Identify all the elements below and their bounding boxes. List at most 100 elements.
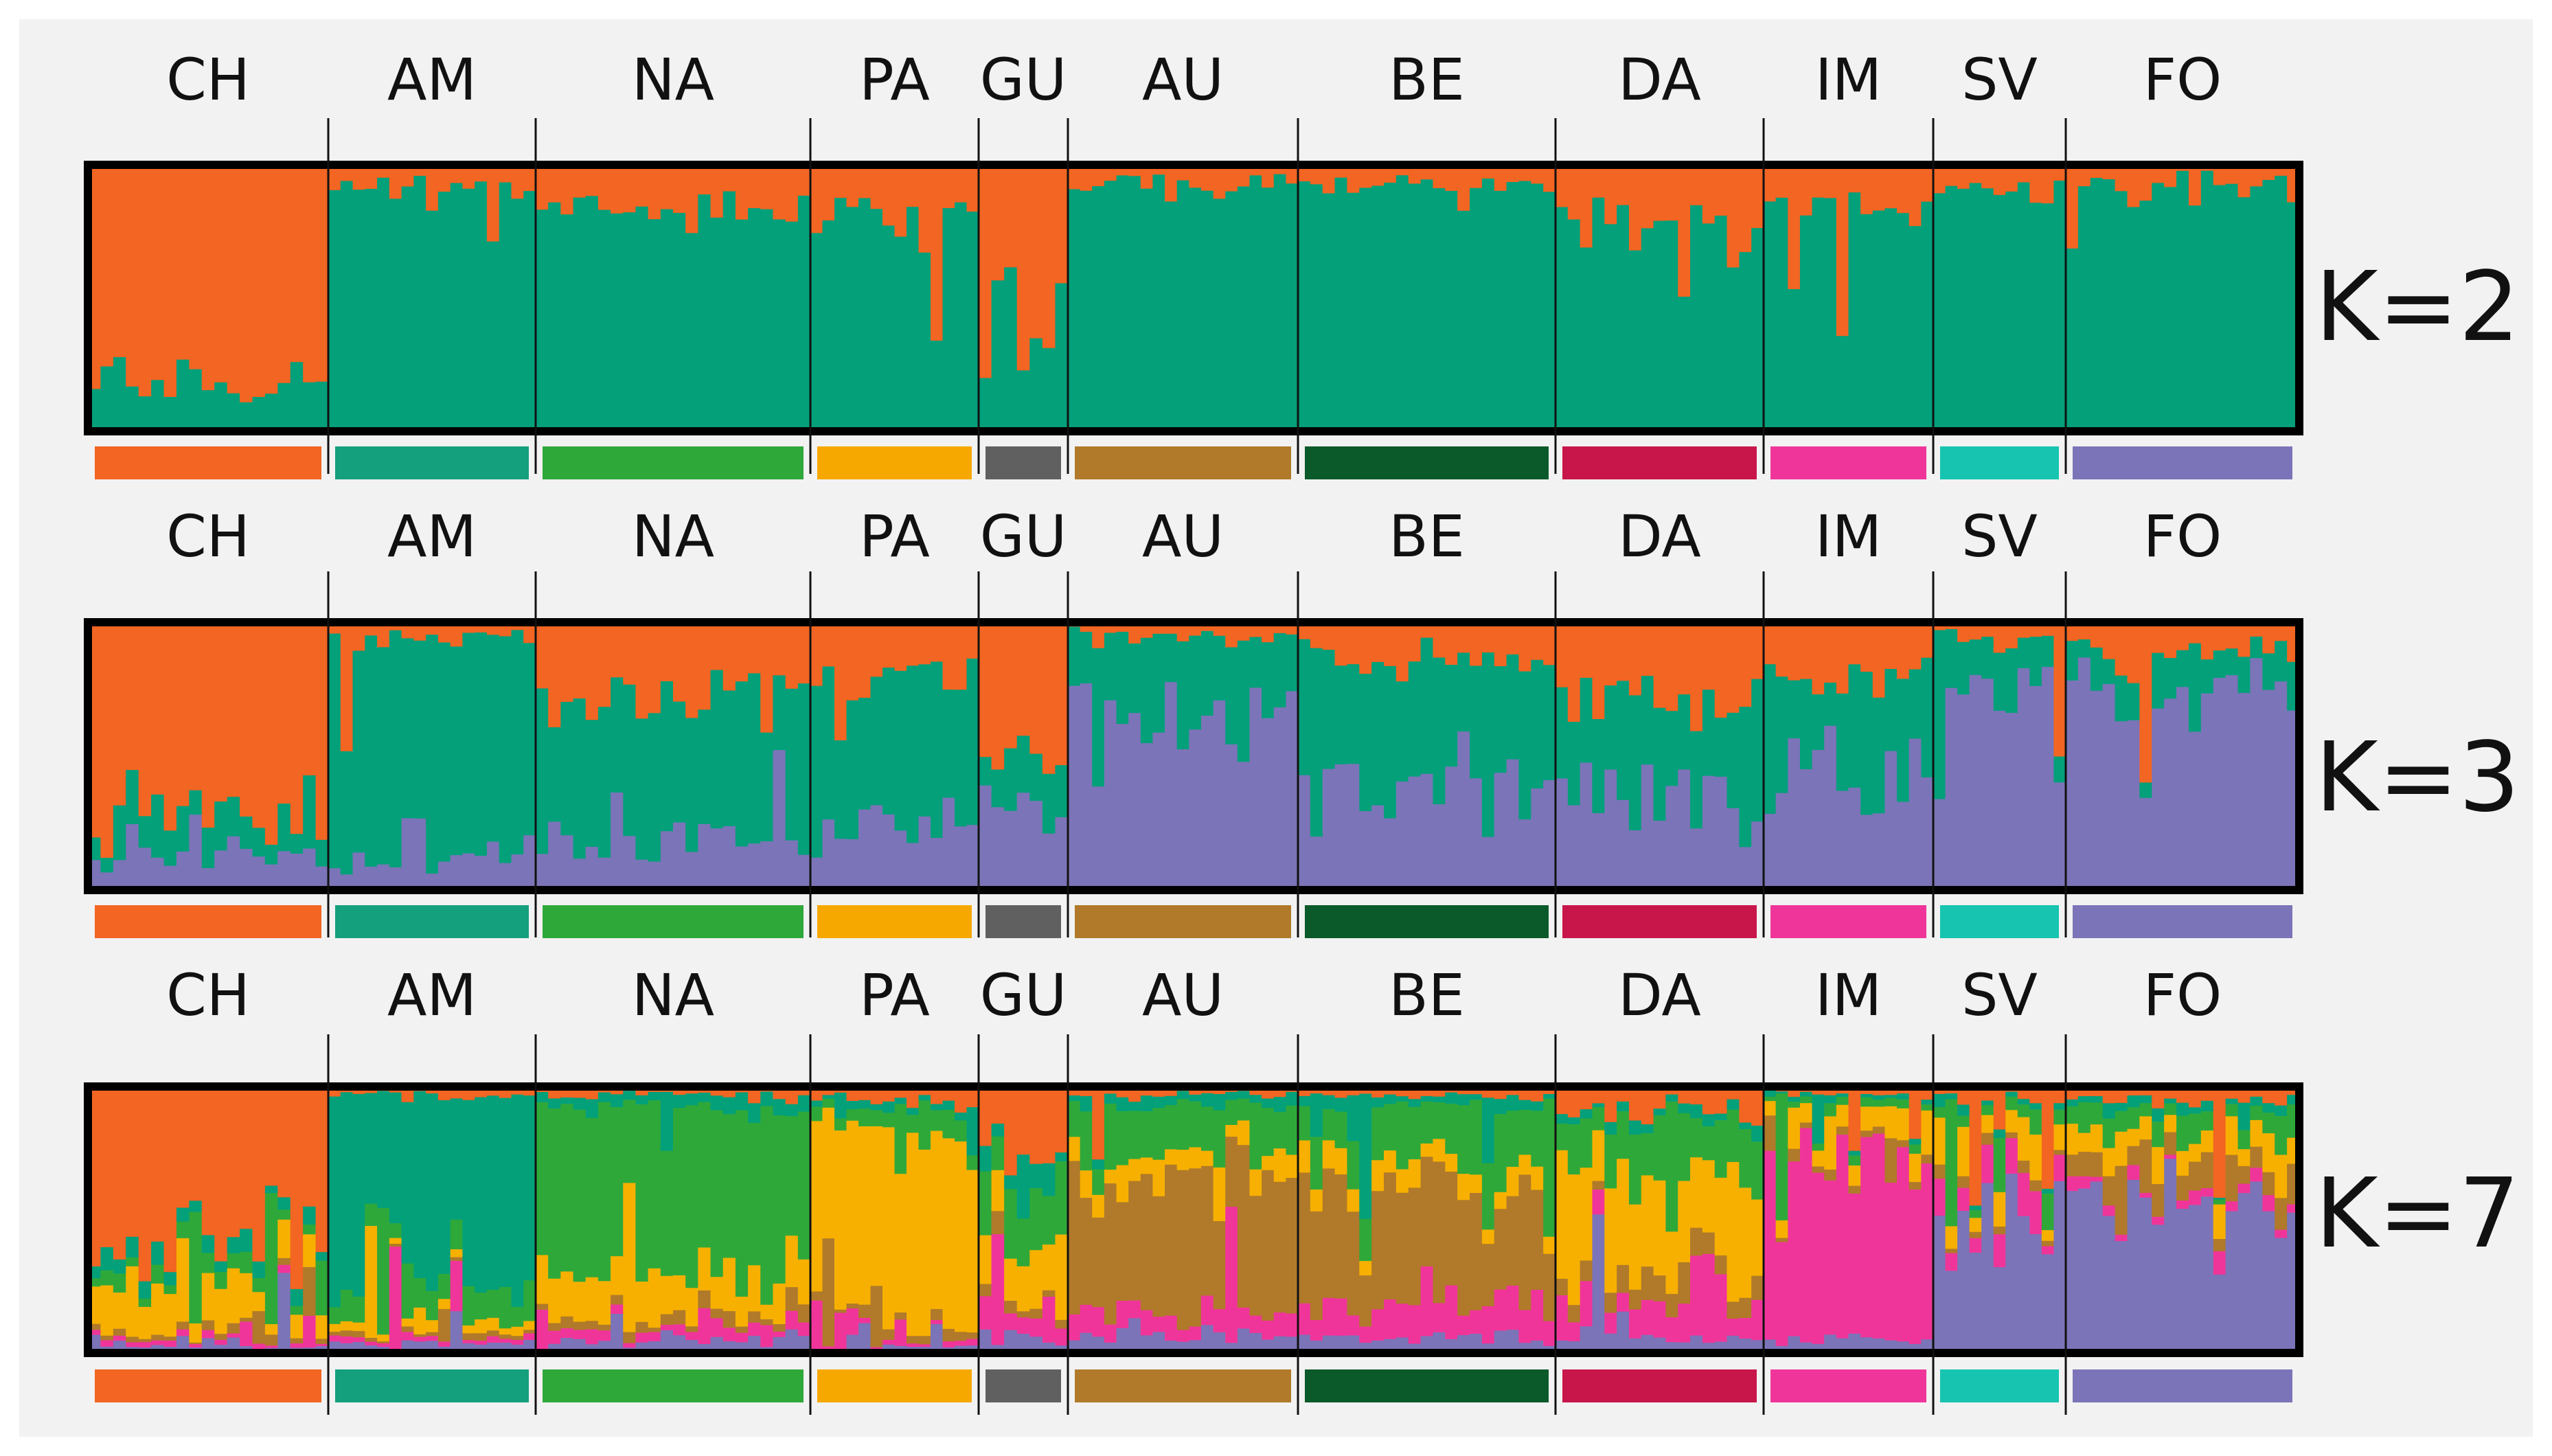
population-label-da: DA (1618, 503, 1701, 570)
admixture-bar-segment (1641, 1266, 1654, 1301)
admixture-bar-segment (882, 225, 896, 432)
admixture-bar-segment (907, 1087, 920, 1108)
admixture-bar-segment (1298, 1106, 1311, 1141)
admixture-bar-segment (1104, 633, 1117, 701)
admixture-bar-segment (931, 1087, 944, 1104)
admixture-bar-segment (1470, 1193, 1483, 1311)
admixture-bar-segment (1080, 1111, 1093, 1171)
admixture-bar-segment (1824, 1103, 1837, 1117)
admixture-bar-segment (1580, 1109, 1593, 1119)
admixture-bar-segment (1237, 165, 1251, 187)
admixture-bar-segment (597, 857, 611, 891)
admixture-bar-segment (1567, 805, 1581, 891)
admixture-bar-segment (1739, 1122, 1752, 1130)
admixture-bar-segment (858, 1126, 871, 1306)
admixture-bar-segment (1592, 1130, 1605, 1181)
admixture-bar-segment (1470, 1094, 1483, 1100)
admixture-bar-segment (1445, 766, 1458, 891)
admixture-bar-segment (1371, 661, 1385, 806)
admixture-bar-segment (151, 1283, 165, 1335)
admixture-bar-segment (722, 165, 736, 192)
admixture-bar-segment (1213, 1309, 1226, 1333)
admixture-bar-segment (1884, 1106, 1898, 1139)
admixture-bar-segment (1055, 1161, 1069, 1235)
admixture-bar-segment (698, 1308, 711, 1345)
admixture-bar-segment (1702, 223, 1716, 432)
admixture-bar-segment (918, 252, 931, 432)
admixture-bar-segment (328, 633, 341, 869)
admixture-bar-segment (1628, 165, 1642, 251)
admixture-bar-segment (1556, 1150, 1569, 1279)
admixture-bar-segment (822, 1238, 835, 1347)
admixture-bar-segment (227, 1087, 240, 1238)
admixture-bar-segment (2005, 1138, 2018, 1174)
admixture-bar-segment (1371, 1160, 1385, 1192)
admixture-bar-segment (1457, 1174, 1470, 1201)
admixture-bar-segment (1016, 736, 1030, 793)
admixture-bar-segment (163, 165, 177, 398)
admixture-bar-segment (2152, 183, 2165, 432)
admixture-bar-segment (882, 1339, 896, 1345)
admixture-bar-segment (611, 1107, 624, 1257)
admixture-bar-segment (1714, 1255, 1728, 1275)
admixture-bar-segment (138, 396, 152, 432)
admixture-bar-segment (1092, 1169, 1105, 1196)
admixture-bar-segment (2127, 683, 2140, 721)
admixture-bar-segment (277, 804, 291, 852)
admixture-bar-segment (1481, 1229, 1495, 1244)
population-color-swatch (1305, 446, 1549, 479)
admixture-bar-segment (1408, 1159, 1422, 1188)
admixture-bar-segment (611, 1313, 624, 1354)
admixture-bar-segment (138, 1306, 152, 1340)
admixture-bar-segment (1371, 165, 1385, 186)
admixture-bar-segment (1653, 1115, 1667, 1181)
admixture-bar-segment (2262, 1103, 2275, 1113)
admixture-bar-segment (1957, 1126, 1970, 1177)
admixture-bar-segment (1690, 1104, 1703, 1119)
admixture-bar-segment (648, 165, 661, 220)
admixture-bar-segment (163, 1272, 177, 1286)
admixture-bar-segment (846, 165, 859, 207)
admixture-bar-segment (966, 1155, 979, 1170)
admixture-bar-segment (2225, 622, 2239, 649)
admixture-bar-segment (846, 700, 859, 840)
admixture-bar-segment (1848, 1155, 1861, 1166)
admixture-bar-segment (2188, 1190, 2202, 1205)
admixture-bar-segment (1678, 694, 1691, 770)
admixture-bar-segment (585, 622, 599, 720)
admixture-bar-segment (966, 1332, 979, 1339)
admixture-bar-segment (413, 1336, 426, 1342)
admixture-bar-segment (1104, 1183, 1117, 1325)
admixture-bar-segment (2139, 622, 2152, 783)
admixture-bar-segment (2275, 1229, 2288, 1238)
population-color-swatch (1305, 905, 1549, 938)
group-bars-sv (1933, 165, 2066, 432)
admixture-bar-segment (979, 1296, 992, 1330)
admixture-bar-segment (560, 701, 574, 836)
admixture-bar-segment (2275, 1105, 2288, 1117)
admixture-bar-segment (1702, 1114, 1716, 1127)
group-bars-be (1298, 165, 1556, 432)
admixture-bar-segment (1213, 198, 1226, 432)
admixture-bar-segment (2041, 203, 2055, 432)
admixture-bar-segment (1933, 1216, 1946, 1354)
admixture-bar-segment (1641, 1334, 1654, 1354)
admixture-bar-segment (1812, 1144, 1825, 1151)
admixture-bar-segment (1981, 679, 1994, 891)
admixture-bar-segment (365, 188, 378, 432)
admixture-bar-segment (389, 165, 402, 199)
admixture-bar-segment (1812, 197, 1825, 432)
admixture-bar-segment (760, 1106, 774, 1306)
admixture-bar-segment (773, 750, 786, 891)
admixture-bar-segment (163, 1336, 177, 1341)
admixture-bar-segment (450, 1249, 464, 1258)
admixture-bar-segment (1969, 639, 1982, 676)
population-label-sv: SV (1961, 503, 2038, 570)
admixture-bar-segment (2029, 203, 2042, 432)
admixture-bar-segment (1347, 192, 1360, 432)
admixture-bar-segment (1714, 165, 1728, 216)
admixture-bar-segment (100, 366, 114, 432)
admixture-bar-segment (88, 1323, 102, 1330)
admixture-bar-segment (735, 1326, 749, 1334)
admixture-bar-segment (1371, 622, 1385, 663)
